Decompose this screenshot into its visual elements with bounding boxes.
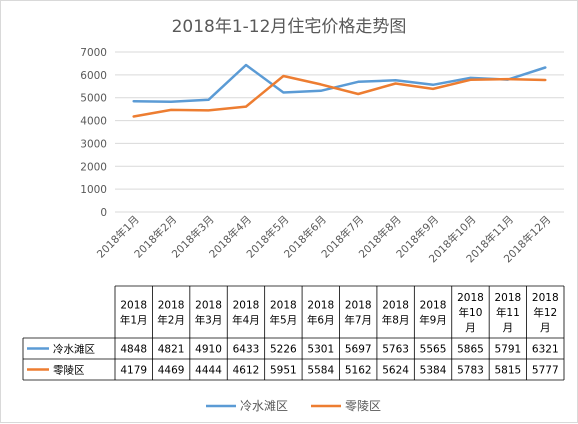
table-header-text: 2018 bbox=[382, 300, 409, 312]
table-header-text: 2018 bbox=[158, 300, 185, 312]
table-cell-value: 5384 bbox=[420, 365, 447, 377]
table-cell-value: 5865 bbox=[457, 344, 484, 356]
table-header-text: 2018 bbox=[195, 300, 222, 312]
y-tick-label: 3000 bbox=[80, 138, 107, 150]
table-cell-value: 4612 bbox=[233, 365, 260, 377]
table-cell-value: 4469 bbox=[158, 365, 185, 377]
table-cell-value: 5565 bbox=[420, 344, 447, 356]
table-header-text: 2018 bbox=[307, 300, 334, 312]
table-cell-value: 4179 bbox=[120, 365, 147, 377]
table-header-text: 年6月 bbox=[307, 314, 335, 327]
table-cell-value: 5951 bbox=[270, 365, 297, 377]
table-cell-value: 4444 bbox=[195, 365, 222, 377]
table-header-text: 年7月 bbox=[344, 314, 372, 327]
table-cell-value: 5783 bbox=[457, 365, 484, 377]
table-cell-value: 5301 bbox=[307, 344, 334, 356]
table-header-text: 年4月 bbox=[232, 314, 260, 327]
table-cell-value: 6433 bbox=[233, 344, 260, 356]
table-header-text: 月 bbox=[540, 322, 551, 334]
table-header-text: 年3月 bbox=[195, 314, 223, 327]
table-header-text: 年8月 bbox=[382, 314, 410, 327]
table-header-text: 年1月 bbox=[120, 314, 148, 327]
table-header-text: 2018 bbox=[457, 292, 484, 304]
table-cell-value: 4910 bbox=[195, 344, 222, 356]
legend-label: 零陵区 bbox=[345, 399, 381, 413]
legend-label: 冷水滩区 bbox=[240, 399, 288, 413]
y-tick-label: 0 bbox=[100, 207, 107, 219]
table-cell-value: 4848 bbox=[120, 344, 147, 356]
table-cell-value: 5815 bbox=[495, 365, 522, 377]
table-cell-value: 5777 bbox=[532, 365, 559, 377]
table-header-text: 年2月 bbox=[157, 314, 185, 327]
y-tick-label: 5000 bbox=[80, 93, 107, 105]
table-header-text: 2018 bbox=[495, 292, 522, 304]
series-line-2 bbox=[134, 76, 546, 117]
table-header-text: 年5月 bbox=[270, 314, 298, 327]
table-header-text: 年9月 bbox=[419, 314, 447, 327]
y-tick-label: 1000 bbox=[80, 184, 107, 196]
table-header-text: 年12 bbox=[533, 306, 557, 319]
table-header-text: 2018 bbox=[420, 300, 447, 312]
series-line-1 bbox=[134, 65, 546, 102]
table-series-label: 冷水滩区 bbox=[53, 343, 95, 356]
y-tick-label: 4000 bbox=[80, 116, 107, 128]
table-cell-value: 6321 bbox=[532, 344, 559, 356]
y-tick-label: 6000 bbox=[80, 70, 107, 82]
table-cell-value: 5791 bbox=[495, 344, 522, 356]
table-cell-value: 5697 bbox=[345, 344, 372, 356]
table-header-text: 2018 bbox=[532, 292, 559, 304]
table-cell-value: 5584 bbox=[307, 365, 334, 377]
table-cell-value: 5226 bbox=[270, 344, 297, 356]
table-cell-value: 5763 bbox=[382, 344, 409, 356]
table-header-text: 月 bbox=[465, 322, 476, 334]
table-header-text: 2018 bbox=[270, 300, 297, 312]
table-header-text: 年11 bbox=[496, 306, 520, 319]
table-header-text: 月 bbox=[503, 322, 514, 334]
table-cell-value: 5162 bbox=[345, 365, 372, 377]
table-cell-value: 4821 bbox=[158, 344, 185, 356]
table-header-text: 2018 bbox=[345, 300, 372, 312]
table-header-text: 2018 bbox=[233, 300, 260, 312]
y-tick-label: 7000 bbox=[80, 47, 107, 59]
y-tick-label: 2000 bbox=[80, 161, 107, 173]
table-cell-value: 5624 bbox=[382, 365, 409, 377]
table-header-text: 2018 bbox=[120, 300, 147, 312]
table-header-text: 年10 bbox=[459, 306, 483, 319]
table-series-label: 零陵区 bbox=[53, 365, 85, 377]
